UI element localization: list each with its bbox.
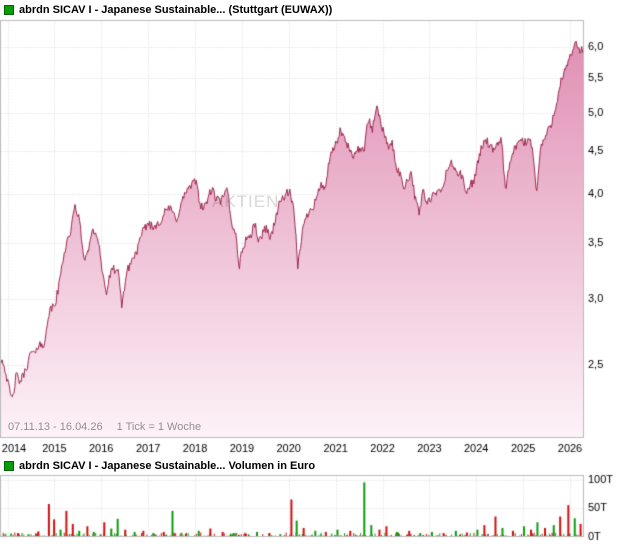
- price-legend-color-icon: [4, 5, 14, 15]
- volume-chart-header: abrdn SICAV I - Japanese Sustainable... …: [4, 459, 315, 473]
- tick-interval-label: 1 Tick = 1 Woche: [116, 421, 202, 433]
- volume-legend-color-icon: [4, 461, 14, 471]
- price-chart-title: abrdn SICAV I - Japanese Sustainable... …: [19, 4, 333, 16]
- volume-chart-title: abrdn SICAV I - Japanese Sustainable... …: [19, 460, 316, 472]
- date-range-label: 07.11.13 - 16.04.26 1 Tick = 1 Woche: [8, 421, 201, 433]
- price-chart-header: abrdn SICAV I - Japanese Sustainable... …: [4, 3, 332, 17]
- volume-chart-canvas: [0, 473, 620, 545]
- date-range-value: 07.11.13 - 16.04.26: [8, 421, 103, 433]
- price-chart-canvas: [0, 18, 620, 455]
